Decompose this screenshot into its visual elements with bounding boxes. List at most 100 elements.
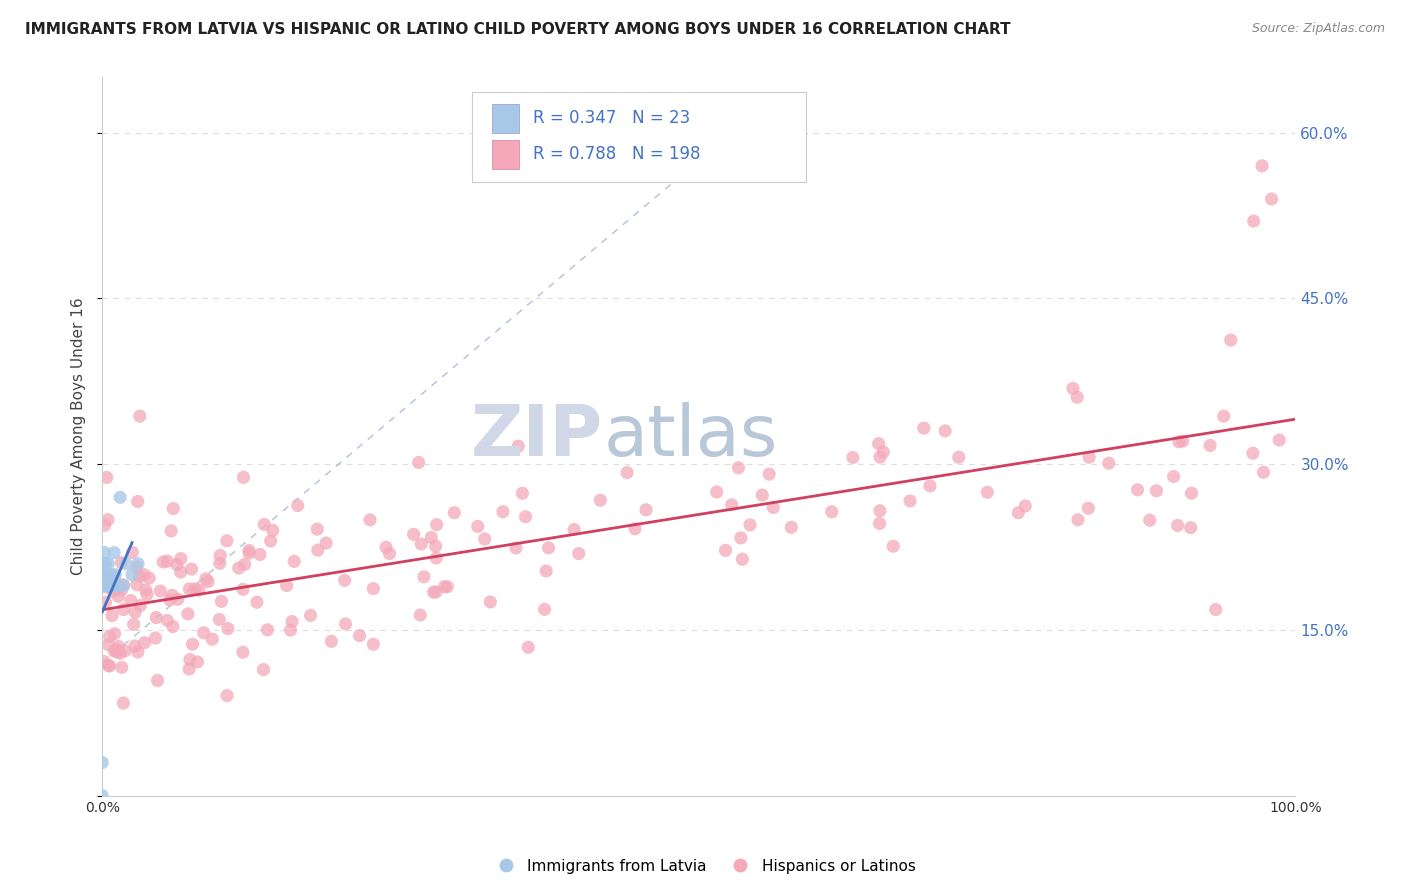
- Text: ZIP: ZIP: [471, 402, 603, 471]
- Point: [425, 585, 447, 599]
- Point: [232, 470, 254, 484]
- Point: [170, 565, 193, 579]
- Point: [135, 582, 157, 597]
- Point: [260, 533, 283, 548]
- Point: [96, 567, 118, 582]
- Point: [179, 662, 201, 676]
- Point: [170, 551, 193, 566]
- Point: [110, 582, 132, 597]
- Point: [98, 658, 121, 673]
- Point: [249, 548, 271, 562]
- Point: [869, 516, 891, 531]
- Point: [194, 572, 217, 586]
- Point: [1205, 602, 1227, 616]
- Point: [321, 634, 343, 648]
- Point: [1067, 513, 1090, 527]
- Point: [121, 545, 143, 559]
- Point: [115, 557, 138, 571]
- Point: [335, 616, 357, 631]
- Point: [93, 579, 115, 593]
- Point: [537, 541, 560, 555]
- Point: [232, 645, 254, 659]
- Point: [1199, 438, 1222, 452]
- Point: [436, 580, 458, 594]
- Point: [97, 638, 120, 652]
- Point: [1078, 450, 1101, 465]
- Point: [433, 580, 456, 594]
- Point: [101, 608, 124, 623]
- Point: [1219, 333, 1241, 347]
- Point: [233, 558, 256, 572]
- Point: [96, 580, 118, 594]
- Point: [98, 629, 121, 643]
- Point: [94, 579, 117, 593]
- Point: [197, 574, 219, 589]
- Y-axis label: Child Poverty Among Boys Under 16: Child Poverty Among Boys Under 16: [72, 298, 86, 575]
- Point: [160, 524, 183, 538]
- Point: [359, 513, 381, 527]
- Point: [1077, 501, 1099, 516]
- Point: [730, 531, 752, 545]
- Point: [100, 579, 122, 593]
- Point: [505, 541, 527, 555]
- Point: [104, 567, 127, 582]
- Point: [97, 557, 120, 571]
- Point: [162, 588, 184, 602]
- Point: [107, 579, 129, 593]
- Point: [616, 466, 638, 480]
- Point: [1212, 409, 1234, 424]
- Point: [307, 543, 329, 558]
- Point: [1062, 381, 1084, 395]
- Point: [1014, 499, 1036, 513]
- Point: [624, 522, 647, 536]
- Point: [1139, 513, 1161, 527]
- Point: [333, 574, 356, 588]
- Point: [188, 582, 211, 597]
- Point: [208, 612, 231, 626]
- Point: [128, 569, 150, 583]
- Point: [124, 605, 146, 619]
- Point: [517, 640, 540, 655]
- Point: [751, 488, 773, 502]
- Point: [146, 673, 169, 688]
- Point: [97, 579, 120, 593]
- Text: R = 0.788   N = 198: R = 0.788 N = 198: [533, 145, 700, 163]
- Point: [349, 629, 371, 643]
- Point: [912, 421, 935, 435]
- Point: [111, 660, 134, 674]
- Point: [108, 491, 131, 505]
- Point: [252, 663, 274, 677]
- Point: [1260, 192, 1282, 206]
- Point: [568, 547, 591, 561]
- Point: [136, 587, 159, 601]
- Point: [98, 567, 121, 582]
- Point: [479, 595, 502, 609]
- Point: [184, 582, 207, 596]
- Text: IMMIGRANTS FROM LATVIA VS HISPANIC OR LATINO CHILD POVERTY AMONG BOYS UNDER 16 C: IMMIGRANTS FROM LATVIA VS HISPANIC OR LA…: [25, 22, 1011, 37]
- Point: [842, 450, 865, 465]
- Point: [256, 623, 278, 637]
- Point: [948, 450, 970, 465]
- Point: [363, 637, 385, 651]
- Point: [934, 424, 956, 438]
- Point: [91, 756, 114, 770]
- Point: [731, 552, 754, 566]
- Point: [409, 608, 432, 623]
- Point: [97, 513, 120, 527]
- Point: [103, 644, 125, 658]
- Point: [1167, 518, 1189, 533]
- Point: [101, 584, 124, 599]
- Point: [93, 557, 115, 571]
- Point: [512, 486, 534, 500]
- Point: [125, 560, 148, 574]
- Point: [93, 546, 115, 560]
- Point: [166, 558, 188, 572]
- Point: [238, 546, 260, 560]
- Legend: Immigrants from Latvia, Hispanics or Latinos: Immigrants from Latvia, Hispanics or Lat…: [485, 853, 921, 880]
- Point: [156, 554, 179, 568]
- Point: [246, 595, 269, 609]
- Point: [413, 570, 436, 584]
- Point: [100, 567, 122, 582]
- Point: [215, 533, 238, 548]
- Point: [1180, 521, 1202, 535]
